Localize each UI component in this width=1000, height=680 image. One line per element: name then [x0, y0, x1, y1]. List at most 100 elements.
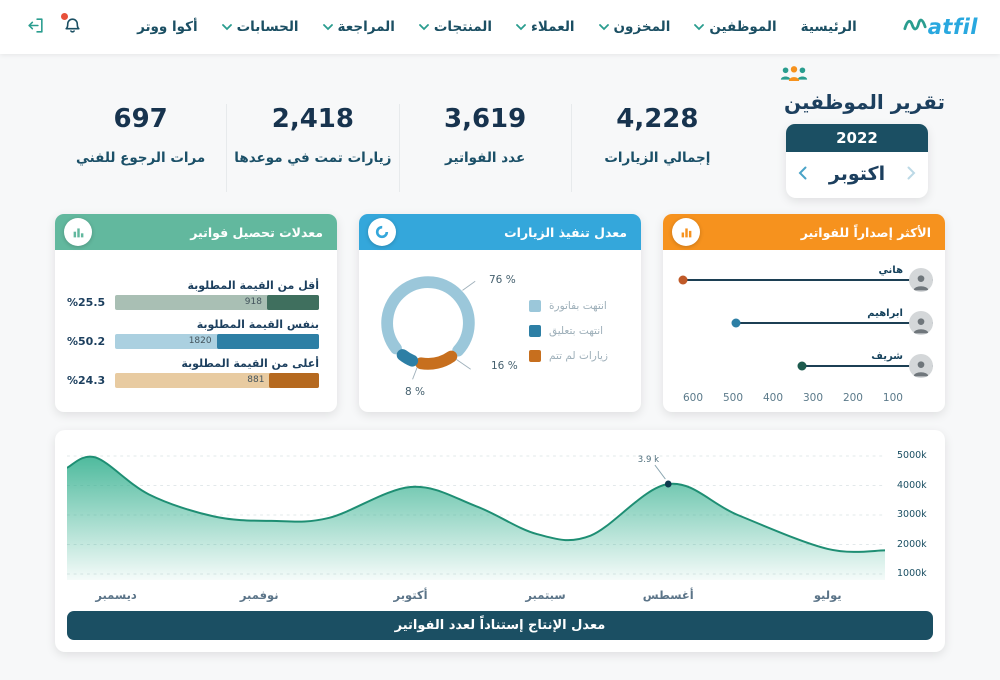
collection-row-label: بنفس القيمة المطلوبة: [196, 317, 319, 331]
legend-label: انتهت بفاتورة: [549, 300, 607, 312]
nav-item-employees[interactable]: الموظفين: [694, 19, 777, 35]
nav-item-label: المنتجات: [433, 19, 492, 35]
x-axis-tick: 500: [722, 392, 744, 404]
nav-item-inventory[interactable]: المخزون: [598, 19, 670, 35]
production-chart-card: 3.9 k 5000k 4000k 3000k 2000k 1000k ديسم…: [55, 430, 945, 652]
stat-label: عدد الفواتير: [445, 150, 526, 166]
legend-item: انتهت بفاتورة: [529, 300, 608, 312]
collection-bar-fill: [269, 372, 319, 388]
page-title: تقرير الموظفين: [784, 90, 945, 114]
collection-bar-fill: [266, 294, 319, 310]
year-tab[interactable]: 2022: [786, 124, 928, 152]
collection-row-label: أقل من القيمة المطلوبة: [187, 278, 319, 292]
chevron-down-icon: [694, 23, 705, 31]
period-selector: 2022 اكتوبر: [786, 124, 928, 198]
month-nav-left-button[interactable]: [796, 164, 809, 185]
month-tick: ديسمبر: [95, 588, 137, 602]
main-content: تقرير الموظفين 2022 اكتوبر: [0, 54, 1000, 652]
logo-wave-icon: [903, 15, 927, 39]
y-axis-tick: 1000k: [897, 568, 927, 579]
nav-item-label: الموظفين: [709, 19, 777, 35]
donut-percent-label: 16 %: [491, 360, 518, 372]
chevron-down-icon: [516, 23, 526, 31]
nav-item-review[interactable]: المراجعة: [322, 19, 395, 35]
issuer-line: [735, 321, 933, 324]
collection-percent: %24.3: [67, 373, 106, 387]
nav-item-label: العملاء: [531, 19, 575, 35]
chevron-down-icon: [598, 23, 609, 31]
stat-total-visits: 4,228 إجمالي الزيارات: [570, 104, 743, 192]
nav-item-label: أكوا ووتر: [137, 19, 198, 35]
card-header: معدلات تحصيل فواتير: [55, 214, 337, 250]
bell-icon: [63, 18, 82, 38]
selected-month: اكتوبر: [828, 163, 886, 185]
stat-label: مرات الرجوع للفني: [75, 150, 206, 166]
issuer-name: ابراهيم: [867, 307, 903, 319]
donut-segment: [381, 276, 475, 370]
issuer-dot: [731, 318, 741, 328]
card-title: معدلات تحصيل فواتير: [190, 224, 323, 240]
notification-badge: [61, 13, 68, 20]
issuer-row: شريف: [683, 350, 933, 382]
logout-icon: [26, 18, 45, 38]
stat-technician-returns: 697 مرات الرجوع للفني: [55, 104, 226, 192]
nav-item-label: الحسابات: [236, 19, 299, 35]
collection-bar: 881: [115, 372, 319, 388]
month-tick: سبتمبر: [525, 588, 566, 602]
legend-label: زيارات لم تتم: [549, 350, 609, 362]
collection-bar-fill: [216, 333, 319, 349]
issuer-line: [683, 278, 933, 281]
nav-item-accounts[interactable]: الحسابات: [221, 19, 299, 35]
card-collection-rates: معدلات تحصيل فواتير أقل من القيمة المطلو…: [55, 214, 337, 412]
month-tick: أكتوبر: [393, 588, 428, 602]
annotation-label: 3.9 k: [638, 455, 660, 465]
nav-item-products[interactable]: المنتجات: [418, 19, 492, 35]
y-axis-tick: 5000k: [897, 450, 927, 461]
card-header: الأكثر إصداراً للفواتير: [663, 214, 945, 250]
invoice-chart-icon: [64, 218, 92, 246]
x-axis-tick: 400: [762, 392, 784, 404]
collection-bar: 1820: [115, 333, 319, 349]
collection-bar-value: 1820: [188, 336, 212, 346]
logo[interactable]: atfil: [903, 15, 978, 39]
issuers-chart: هاني ابراهيم شريف 600: [663, 250, 945, 412]
bar-chart-icon: [672, 218, 700, 246]
legend-item: انتهت بتعليق: [529, 325, 608, 337]
month-tick: أغسطس: [642, 588, 694, 602]
month-tick: نوفمبر: [239, 588, 279, 602]
logo-text: atfil: [927, 15, 978, 39]
legend-label: انتهت بتعليق: [549, 325, 604, 337]
stat-value: 2,418: [271, 104, 354, 134]
card-title: معدل تنفيذ الزيارات: [504, 224, 627, 240]
title-block: تقرير الموظفين: [769, 64, 945, 114]
nav-menu: الرئيسية الموظفين المخزون العملاء المنتج…: [137, 19, 857, 35]
issuer-dot: [678, 275, 688, 285]
chevron-down-icon: [221, 23, 232, 31]
x-axis-tick: 600: [683, 392, 704, 404]
month-nav-right-button[interactable]: [905, 164, 918, 185]
notifications-button[interactable]: [59, 12, 86, 42]
stats-row: 4,228 إجمالي الزيارات 3,619 عدد الفواتير…: [55, 104, 743, 192]
chevron-left-icon: [798, 166, 807, 183]
chevron-down-icon: [418, 23, 429, 31]
nav-item-aqua-water[interactable]: أكوا ووتر: [137, 19, 198, 35]
nav-item-home[interactable]: الرئيسية: [801, 19, 857, 35]
month-switcher: اكتوبر: [786, 152, 928, 198]
donut-percent-label: 76 %: [489, 274, 516, 286]
logout-button[interactable]: [22, 12, 49, 42]
collection-percent: %25.5: [67, 295, 106, 309]
x-axis: 600 500 400 300 200 100: [683, 392, 903, 404]
top-navbar: atfil الرئيسية الموظفين المخزون العملاء …: [0, 0, 1000, 54]
y-axis-tick: 2000k: [897, 538, 927, 550]
stat-value: 697: [113, 104, 168, 134]
issuer-name: شريف: [871, 351, 903, 363]
nav-item-label: المراجعة: [337, 19, 395, 35]
nav-item-clients[interactable]: العملاء: [516, 19, 575, 35]
report-header-column: تقرير الموظفين 2022 اكتوبر: [769, 64, 945, 198]
issuer-line: [801, 365, 933, 368]
cards-row: الأكثر إصداراً للفواتير هاني ابراهيم: [55, 214, 945, 412]
stat-on-time-visits: 2,418 زيارات تمت في موعدها: [226, 104, 398, 192]
card-header: معدل تنفيذ الزيارات: [359, 214, 641, 250]
x-axis-tick: 100: [882, 392, 903, 404]
issuer-row: هاني: [678, 264, 933, 296]
